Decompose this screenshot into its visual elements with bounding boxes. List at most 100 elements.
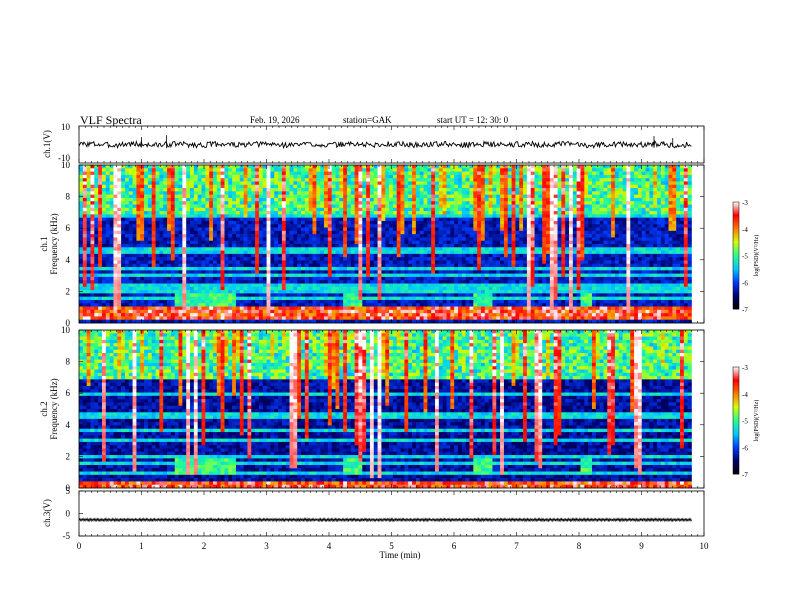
spectrogram-cell xyxy=(98,178,103,182)
spectrogram-cell xyxy=(258,250,264,255)
spectrogram-cell xyxy=(151,240,156,245)
spectrogram-cell xyxy=(197,211,202,215)
spectrogram-cell xyxy=(480,168,486,172)
spectrogram-cell xyxy=(209,211,214,215)
spectrogram-cell xyxy=(534,197,539,202)
spectrogram-cell xyxy=(438,174,443,179)
spectrogram-cell xyxy=(611,237,616,242)
spectrogram-cell xyxy=(614,253,620,258)
spectrogram-cell xyxy=(136,257,141,261)
spectrogram-cell xyxy=(121,188,126,192)
spectrogram-cell xyxy=(565,250,570,255)
spectrogram-cell xyxy=(503,168,509,172)
spectrogram-cell xyxy=(457,184,463,189)
spectrogram-cell xyxy=(140,214,145,218)
spectrogram-cell xyxy=(614,178,620,182)
spectrogram-cell xyxy=(297,201,302,205)
spectrogram-cell xyxy=(308,211,313,215)
spectrogram-cell xyxy=(281,217,287,222)
spectrogram-cell xyxy=(427,257,432,261)
spectrogram-cell xyxy=(151,171,156,176)
spectrogram-cell xyxy=(465,230,470,235)
spectrogram-cell xyxy=(258,247,264,251)
spectrogram-cell xyxy=(308,207,313,212)
spectrogram-cell xyxy=(324,171,329,176)
spectrogram-cell xyxy=(362,178,367,182)
spectrogram-cell xyxy=(232,227,237,232)
spectrogram-cell xyxy=(408,168,413,172)
spectrogram-cell xyxy=(419,188,424,192)
spectrogram-cell xyxy=(450,257,455,261)
spectrogram-cell xyxy=(599,165,604,169)
spectrogram-cell xyxy=(480,171,486,176)
spectrogram-cell xyxy=(281,165,287,169)
spectrogram-cell xyxy=(381,214,386,218)
spectrogram-cell xyxy=(163,168,168,172)
spectrogram-cell xyxy=(182,204,187,209)
spectrogram-cell xyxy=(132,227,137,232)
spectrogram-cell xyxy=(653,165,658,169)
spectrogram-cell xyxy=(534,227,539,232)
spectrogram-cell xyxy=(511,227,516,232)
spectrogram-cell xyxy=(301,181,306,186)
spectrogram-cell xyxy=(155,240,160,245)
spectrogram-cell xyxy=(511,191,516,195)
spectrogram-cell xyxy=(419,174,424,179)
spectrogram-cell xyxy=(105,211,110,215)
spectrogram-cell xyxy=(423,181,428,186)
spectrogram-cell xyxy=(637,234,643,238)
spectrogram-cell xyxy=(255,197,260,202)
spectrogram-cell xyxy=(155,234,160,238)
spectrogram-cell xyxy=(408,184,413,189)
spectrogram-cell xyxy=(664,201,669,205)
spectrogram-cell xyxy=(205,171,210,176)
spectrogram-cell xyxy=(101,224,107,228)
spectrogram-cell xyxy=(373,220,378,225)
spectrogram-cell xyxy=(79,240,84,245)
spectrogram-cell xyxy=(339,234,344,238)
spectrogram-cell xyxy=(672,165,677,169)
spectrogram-cell xyxy=(147,188,153,192)
spectrogram-cell xyxy=(611,201,616,205)
spectrogram-cell xyxy=(178,240,183,245)
spectrogram-cell xyxy=(683,181,688,186)
spectrogram-cell xyxy=(354,188,359,192)
spectrogram-cell xyxy=(258,230,264,235)
spectrogram-cell xyxy=(591,165,597,169)
spectrogram-cell xyxy=(450,230,455,235)
spectrogram-cell xyxy=(354,227,359,232)
ch1-signal-trace xyxy=(78,139,692,150)
spectrogram-cell xyxy=(121,257,126,261)
spectrogram-cell xyxy=(216,188,221,192)
spectrogram-cell xyxy=(465,250,470,255)
spectrogram-cell xyxy=(121,165,126,169)
spectrogram-cell xyxy=(82,250,87,255)
spectrogram-cell xyxy=(507,224,512,228)
spectrogram-cell xyxy=(381,230,386,235)
spectrogram-cell xyxy=(672,227,677,232)
spectrogram-cell xyxy=(557,257,562,261)
spectrogram-cell xyxy=(450,188,455,192)
spectrogram-cell xyxy=(147,211,153,215)
spectrogram-cell xyxy=(243,237,248,242)
spectrogram-cell xyxy=(327,174,332,179)
spectrogram-cell xyxy=(435,201,440,205)
spectrogram-cell xyxy=(630,191,635,195)
spectrogram-cell xyxy=(301,257,306,261)
spectrogram-cell xyxy=(366,174,371,179)
spectrogram-cell xyxy=(274,191,279,195)
spectrogram-cell xyxy=(423,197,428,202)
spectrogram-cell xyxy=(147,217,153,222)
spectrogram-cell xyxy=(297,250,302,255)
spectrogram-cell xyxy=(412,250,417,255)
spectrogram-cell xyxy=(163,211,168,215)
spectrogram-cell xyxy=(480,181,486,186)
spectrogram-cell xyxy=(170,260,176,265)
spectrogram-cell xyxy=(435,188,440,192)
spectrogram-cell xyxy=(500,207,505,212)
spectrogram-cell xyxy=(630,253,635,258)
spectrogram-cell xyxy=(232,204,237,209)
spectrogram-cell xyxy=(484,181,489,186)
spectrogram-cell xyxy=(182,168,187,172)
spectrogram-cell xyxy=(358,220,363,225)
